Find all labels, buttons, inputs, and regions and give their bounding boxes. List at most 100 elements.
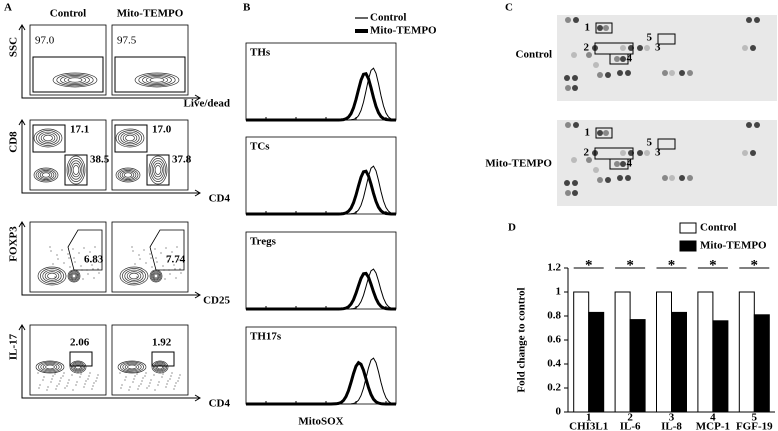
event [92,268,94,270]
arrow [18,119,201,197]
spot [597,72,603,78]
event [124,379,126,381]
contour [38,361,62,373]
legend-swatch [679,240,697,252]
event [145,372,147,374]
event [143,249,145,251]
bar [671,311,687,413]
event [84,383,86,385]
x-tick-label: MCP-1 [696,421,730,431]
spot-box [595,22,613,34]
spot [620,150,626,156]
contour [150,270,162,282]
x-axis-label: CD25 [203,295,230,307]
histogram-mito-tempo [246,360,396,406]
event [151,266,153,268]
event [138,385,140,387]
spot [620,161,626,167]
contour [151,360,169,374]
contour [68,270,80,282]
gate-value: 37.8 [172,154,192,166]
spot-box [609,158,629,170]
event [75,384,77,386]
column-header: Mito-TEMPO [117,8,184,20]
bar [753,314,770,413]
event [63,372,65,374]
y-tick-label: 0 [556,406,562,418]
array-label: Mito-TEMPO [485,158,552,170]
contour [43,134,53,142]
event [91,388,93,390]
event [147,275,149,277]
plot-frame [111,119,189,191]
event [149,253,151,255]
spot [573,17,579,23]
contour [35,168,57,182]
spot-box [595,127,613,139]
event [166,383,168,385]
spot [637,150,643,156]
category-number: 2 [627,412,633,424]
event [71,279,73,281]
event [164,278,166,280]
x-tick-label: IL-6 [620,421,641,431]
plot-frame [111,24,189,96]
contour [72,362,84,372]
event [175,277,177,279]
event [59,271,61,273]
gate [32,56,104,93]
contour [115,167,141,183]
event [93,382,95,384]
event [173,264,175,266]
event [138,254,140,256]
event [180,272,182,274]
legend-swatch [679,222,697,234]
event [150,257,152,259]
spot [605,177,611,183]
event [82,278,84,280]
contour [119,266,149,286]
contour [45,364,55,370]
spot [742,45,748,51]
plot-frame [29,24,107,96]
spot [625,70,631,76]
gate-value: 97.0 [35,35,55,47]
contour [151,160,165,180]
event [97,268,99,270]
contour [52,72,98,88]
event [173,388,175,390]
event [136,276,138,278]
legend-label: Mito-TEMPO [370,25,437,37]
axis [21,25,200,99]
event [174,385,176,387]
contour [157,364,163,370]
contour [152,272,160,280]
event [178,259,180,261]
panel-label: C [505,2,513,14]
spot-number: 5 [647,32,653,44]
x-axis-label: Live/dead [184,98,230,110]
event [80,373,82,375]
contour [119,170,137,180]
event [72,389,74,391]
event [39,384,41,386]
event [157,384,159,386]
contour [120,131,140,145]
contour [40,362,60,372]
category-number: 5 [752,412,758,424]
population-label: Tregs [250,236,277,248]
contour [47,272,57,280]
event [176,246,178,248]
event [98,272,100,274]
gate [32,124,66,153]
gate-value: 38.5 [90,154,110,166]
spot [586,157,592,163]
y-axis-label: FOXP3 [8,226,20,262]
axis [21,120,200,194]
gate-value: 6.83 [84,254,104,266]
contour [138,73,176,87]
spot-number: 4 [627,53,633,65]
event [146,387,148,389]
spot [746,17,752,23]
